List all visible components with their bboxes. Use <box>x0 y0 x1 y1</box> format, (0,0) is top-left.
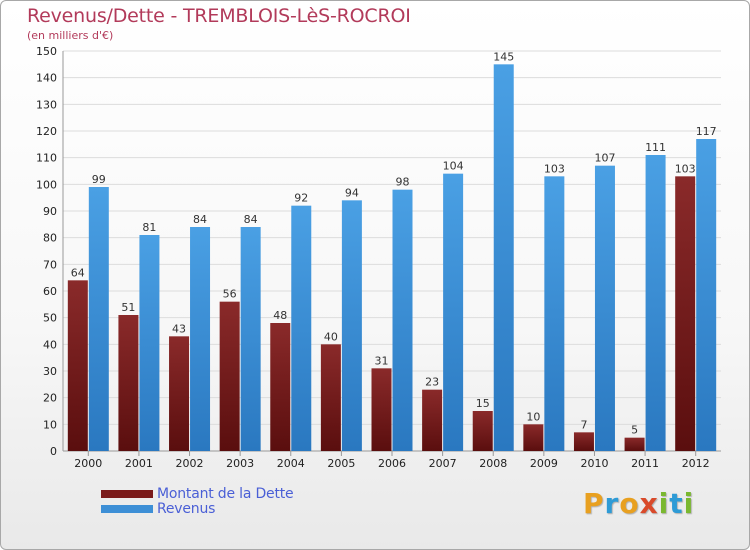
data-label-revenus: 84 <box>244 213 258 226</box>
bar-revenus <box>443 173 464 451</box>
bar-dette <box>320 344 341 451</box>
data-label-revenus: 107 <box>594 152 615 165</box>
brand-letter: r <box>604 487 620 520</box>
y-tick-label: 80 <box>43 232 57 245</box>
y-tick-label: 50 <box>43 312 57 325</box>
bar-revenus <box>493 64 514 452</box>
bar-revenus <box>645 155 666 451</box>
y-tick-label: 100 <box>36 178 57 191</box>
x-tick-label: 2008 <box>479 457 507 470</box>
bar-revenus <box>392 189 413 451</box>
legend-label-dette: Montant de la Dette <box>157 486 294 502</box>
x-tick-label: 2012 <box>682 457 710 470</box>
data-label-dette: 43 <box>172 322 186 335</box>
x-tick-label: 2005 <box>327 457 355 470</box>
bar-revenus <box>696 139 717 451</box>
y-tick-label: 90 <box>43 205 57 218</box>
data-label-dette: 5 <box>631 424 638 437</box>
data-label-dette: 51 <box>121 301 135 314</box>
y-tick-label: 40 <box>43 338 57 351</box>
bar-dette <box>219 301 240 451</box>
bar-revenus <box>190 227 211 451</box>
data-label-revenus: 103 <box>544 162 565 175</box>
data-label-revenus: 98 <box>396 176 410 189</box>
chart-subtitle: (en milliers d'€) <box>27 29 114 42</box>
y-tick-label: 130 <box>36 98 57 111</box>
bar-revenus <box>240 227 261 451</box>
bar-dette <box>523 424 544 451</box>
legend-label-revenus: Revenus <box>157 501 216 517</box>
data-label-dette: 40 <box>324 330 338 343</box>
bar-revenus <box>341 200 362 451</box>
data-label-dette: 64 <box>71 266 85 279</box>
bar-dette <box>472 411 493 451</box>
data-label-revenus: 92 <box>294 192 308 205</box>
data-label-dette: 31 <box>375 354 389 367</box>
brand-letter: i <box>683 487 695 520</box>
data-label-dette: 103 <box>675 162 696 175</box>
bar-revenus <box>88 187 109 451</box>
x-tick-label: 2004 <box>277 457 305 470</box>
data-label-revenus: 99 <box>92 173 106 186</box>
y-tick-label: 110 <box>36 152 57 165</box>
y-tick-label: 150 <box>36 45 57 58</box>
y-tick-label: 20 <box>43 392 57 405</box>
x-tick-label: 2010 <box>580 457 608 470</box>
brand-letter: o <box>619 487 640 520</box>
data-label-revenus: 84 <box>193 213 207 226</box>
data-label-dette: 10 <box>526 410 540 423</box>
bar-dette <box>270 323 291 451</box>
data-label-revenus: 117 <box>696 125 717 138</box>
y-tick-label: 60 <box>43 285 57 298</box>
x-tick-label: 2001 <box>125 457 153 470</box>
data-label-dette: 15 <box>476 397 490 410</box>
bar-dette <box>422 389 443 451</box>
bar-dette <box>371 368 392 451</box>
y-tick-label: 10 <box>43 418 57 431</box>
bar-dette <box>67 280 88 451</box>
bar-revenus <box>594 165 615 451</box>
bar-dette <box>169 336 190 451</box>
bar-revenus <box>544 176 565 452</box>
bar-revenus <box>139 235 160 451</box>
chart-title: Revenus/Dette - TREMBLOIS-LèS-ROCROI <box>27 5 411 27</box>
y-tick-label: 120 <box>36 125 57 138</box>
data-label-dette: 56 <box>223 288 237 301</box>
x-tick-label: 2011 <box>631 457 659 470</box>
y-tick-label: 0 <box>50 445 57 458</box>
data-label-revenus: 104 <box>443 160 464 173</box>
data-label-dette: 48 <box>273 309 287 322</box>
x-tick-label: 2006 <box>378 457 406 470</box>
x-tick-label: 2003 <box>226 457 254 470</box>
x-tick-label: 2000 <box>74 457 102 470</box>
data-label-revenus: 145 <box>493 50 514 63</box>
bar-dette <box>573 432 594 451</box>
y-tick-label: 70 <box>43 258 57 271</box>
x-tick-label: 2007 <box>429 457 457 470</box>
brand-letter: P <box>583 487 605 520</box>
brand-logo: Proxiti <box>583 487 694 520</box>
x-tick-label: 2009 <box>530 457 558 470</box>
data-label-revenus: 81 <box>142 221 156 234</box>
data-label-dette: 7 <box>580 418 587 431</box>
legend-swatch-dette <box>101 490 153 498</box>
y-tick-label: 140 <box>36 72 57 85</box>
y-tick-label: 30 <box>43 365 57 378</box>
bar-dette <box>675 176 696 452</box>
data-label-dette: 23 <box>425 376 439 389</box>
brand-letter: t <box>669 487 684 520</box>
data-label-revenus: 94 <box>345 186 359 199</box>
x-tick-label: 2002 <box>176 457 204 470</box>
bar-dette <box>118 315 139 451</box>
data-label-revenus: 111 <box>645 141 666 154</box>
brand-letter: x <box>639 487 659 520</box>
bar-revenus <box>291 205 312 451</box>
brand-letter: i <box>658 487 670 520</box>
bar-dette <box>624 437 645 451</box>
legend-swatch-revenus <box>101 505 153 513</box>
